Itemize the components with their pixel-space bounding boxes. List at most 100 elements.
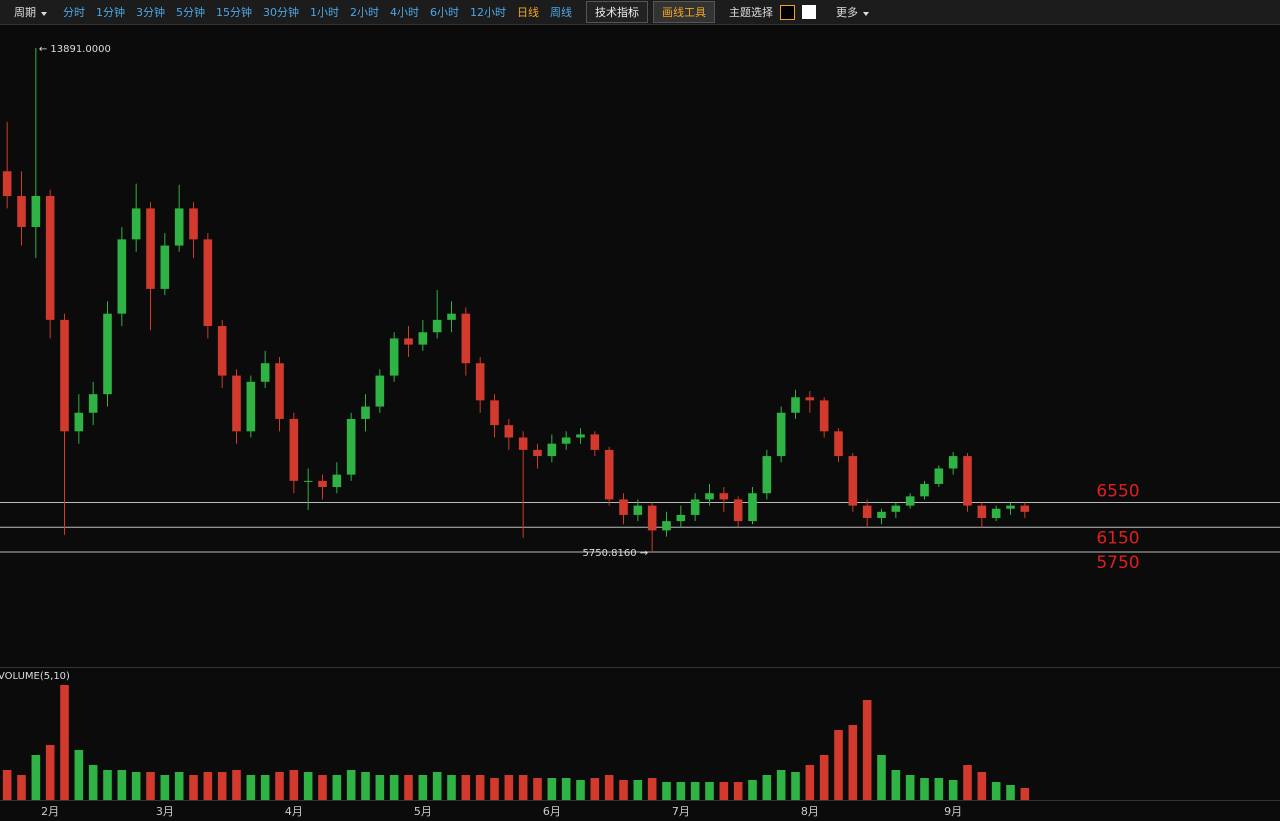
x-tick-label: 7月	[672, 805, 690, 818]
period-label[interactable]: 周期	[14, 6, 36, 19]
candle-body	[805, 397, 815, 401]
candle-body	[88, 394, 98, 413]
candle-body	[45, 196, 55, 320]
interval-option[interactable]: 周线	[550, 6, 572, 19]
candle-body	[862, 505, 872, 519]
volume-bar	[174, 772, 184, 800]
x-tick-label: 5月	[414, 805, 432, 818]
interval-option[interactable]: 1分钟	[96, 6, 125, 19]
candle-body	[332, 474, 342, 488]
interval-option[interactable]: 1小时	[310, 6, 339, 19]
candle-body	[160, 245, 170, 289]
candle-body	[432, 319, 442, 333]
candle-body	[232, 375, 241, 432]
volume-bar	[404, 775, 413, 800]
interval-option[interactable]: 6小时	[430, 6, 459, 19]
candle-body	[404, 338, 413, 345]
theme-label: 主题选择	[729, 6, 773, 19]
interval-option[interactable]: 3分钟	[136, 6, 165, 19]
volume-bar	[905, 775, 915, 800]
candle-body	[533, 449, 542, 457]
candle-body	[504, 425, 514, 438]
candle-body	[733, 499, 743, 522]
volume-bar	[232, 770, 241, 800]
candle-body	[189, 208, 198, 240]
candle-body	[518, 437, 528, 450]
volume-bar	[60, 685, 69, 800]
volume-bar	[346, 770, 356, 800]
volume-bar	[289, 770, 299, 800]
interval-option[interactable]: 15分钟	[216, 6, 252, 19]
tool-button[interactable]: 技术指标	[586, 1, 648, 23]
candle-body	[475, 363, 485, 401]
candle-body	[1020, 505, 1030, 512]
interval-option[interactable]: 日线	[517, 6, 539, 19]
volume-bar	[547, 778, 557, 800]
candle-body	[303, 480, 313, 482]
volume-bar	[748, 780, 757, 800]
candle-body	[963, 456, 972, 506]
volume-bar	[619, 780, 628, 800]
volume-bar	[203, 772, 213, 800]
volume-bar	[662, 782, 671, 800]
volume-bar	[1006, 785, 1015, 800]
candle-body	[375, 375, 385, 407]
volume-bar	[920, 778, 929, 800]
candle-body	[848, 456, 858, 506]
volume-bar	[117, 770, 127, 800]
volume-bar	[17, 775, 26, 800]
volume-bar	[332, 775, 342, 800]
volume-bar	[533, 778, 542, 800]
theme-dark[interactable]	[780, 4, 795, 20]
volume-bar	[690, 782, 700, 800]
candle-body	[776, 412, 786, 457]
interval-option[interactable]: 12小时	[470, 6, 506, 19]
candle-body	[948, 456, 958, 469]
candle-body	[117, 239, 127, 314]
x-tick-label: 6月	[543, 805, 561, 818]
volume-bar	[934, 778, 944, 800]
button-group: 技术指标 画线工具	[586, 1, 720, 23]
candle-body	[891, 505, 901, 512]
volume-bar	[1020, 788, 1030, 800]
more-menu[interactable]: 更多	[836, 4, 869, 20]
volume-bar	[676, 782, 686, 800]
candle-body	[418, 332, 428, 345]
volume-bar	[762, 775, 772, 800]
interval-list: 分时 1分钟 3分钟 5分钟 15分钟 30分钟 1小时 2小时 4小时 6小时 12小时 日线 周线	[63, 4, 583, 20]
candle-body	[590, 434, 600, 450]
volume-bar	[848, 725, 858, 800]
theme-light[interactable]	[802, 5, 816, 19]
candle-body	[246, 381, 256, 432]
volume-title: VOLUME(5,10)	[0, 671, 70, 682]
interval-option[interactable]: 4小时	[390, 6, 419, 19]
period-menu[interactable]: 周期	[14, 4, 47, 20]
candle-body	[389, 338, 399, 376]
interval-option[interactable]: 5分钟	[176, 6, 205, 19]
candle-body	[905, 496, 915, 506]
candle-body	[690, 499, 700, 515]
tool-button[interactable]: 画线工具	[653, 1, 715, 23]
volume-bar	[590, 778, 600, 800]
volume-bar	[504, 775, 514, 800]
interval-option[interactable]: 分时	[63, 6, 85, 19]
candle-body	[361, 406, 370, 419]
volume-bar	[45, 745, 55, 800]
volume-bar	[74, 750, 84, 800]
candle-body	[203, 239, 213, 327]
volume-bar	[318, 775, 327, 800]
volume-bar	[447, 775, 456, 800]
candle-body	[834, 431, 843, 457]
volume-bar	[561, 778, 571, 800]
interval-option[interactable]: 2小时	[350, 6, 379, 19]
candle-body	[547, 443, 557, 457]
volume-bar	[217, 772, 227, 800]
candle-body	[260, 363, 270, 382]
interval-option[interactable]: 30分钟	[263, 6, 299, 19]
volume-bar	[160, 775, 170, 800]
candle-body	[60, 319, 69, 432]
candle-body	[633, 505, 643, 515]
candle-body	[74, 412, 84, 432]
more-label[interactable]: 更多	[836, 6, 858, 19]
volume-bar	[361, 772, 370, 800]
